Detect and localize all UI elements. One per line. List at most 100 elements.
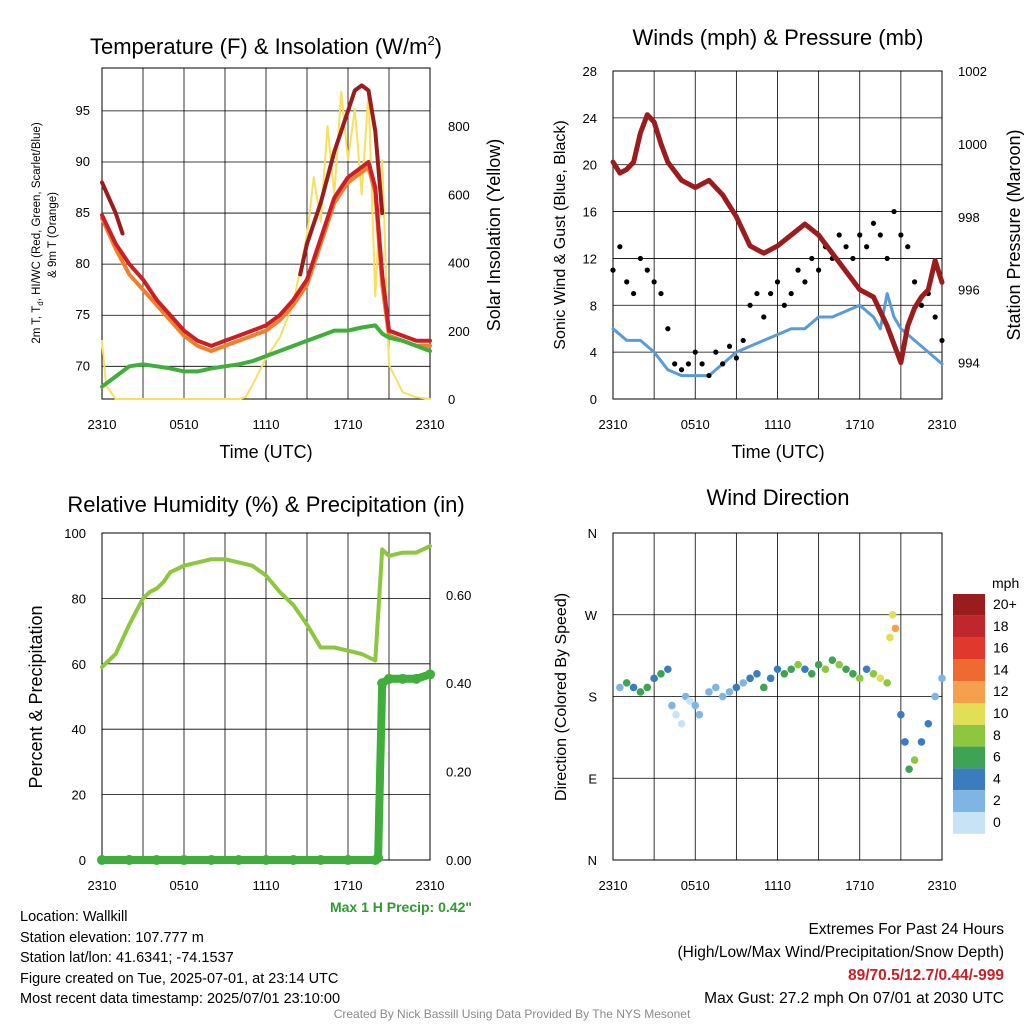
temperature-ytick-left: 95 xyxy=(76,103,90,118)
wind-direction-point xyxy=(629,683,638,692)
legend-swatch xyxy=(953,746,985,769)
gust-point xyxy=(939,337,945,344)
gust-point xyxy=(754,290,760,297)
humidity-ytick-right: 0.60 xyxy=(446,588,471,603)
winds-ytick-right: 1002 xyxy=(958,64,987,79)
temp-2m-line xyxy=(100,160,432,348)
solar-insolation-line xyxy=(101,90,431,400)
temp-ylabel-left-line2: & 9m T (Orange) xyxy=(47,192,59,278)
relative-humidity-line xyxy=(100,544,432,670)
gust-point xyxy=(740,337,746,344)
direction-xtick-label: 2310 xyxy=(928,878,957,893)
gust-point xyxy=(774,279,781,285)
gust-point xyxy=(672,361,678,367)
gust-point xyxy=(678,367,685,373)
gust-point xyxy=(891,208,897,215)
winds-xtick-label: 1110 xyxy=(764,417,791,432)
humidity-xtick-label: 0510 xyxy=(170,878,199,893)
wind-direction-point xyxy=(901,738,909,746)
precipitation-point xyxy=(151,855,162,865)
direction-ytick: W xyxy=(585,608,598,623)
station-latlon: Station lat/lon: 41.6341; -74.1537 xyxy=(20,950,234,966)
humidity-xtick-label: 2310 xyxy=(416,878,445,893)
wind-direction-point xyxy=(849,669,857,678)
temperature-xtick-label: 1110 xyxy=(253,417,280,432)
direction-xtick-label: 0510 xyxy=(681,878,710,893)
dewpoint-line xyxy=(100,323,432,389)
temperature-ytick-left: 75 xyxy=(76,307,90,322)
precipitation-point xyxy=(425,669,435,680)
humidity-ylabel-left: Percent & Precipitation xyxy=(26,605,46,788)
winds-xtick-label: 2310 xyxy=(928,417,957,432)
legend-label: 2 xyxy=(993,792,1001,808)
humidity-ytick-right: 0.20 xyxy=(446,765,471,780)
legend-swatch xyxy=(953,768,985,791)
gust-point xyxy=(685,361,691,367)
gust-point xyxy=(665,326,671,332)
legend-label: 20+ xyxy=(993,596,1017,612)
winds-ytick-left: 24 xyxy=(583,111,597,126)
precipitation-point xyxy=(315,855,326,865)
winds-ytick-left: 28 xyxy=(583,64,597,79)
extremes-values: 89/70.5/12.7/0.44/-999 xyxy=(848,967,1004,984)
temperature-ytick-left: 90 xyxy=(76,154,90,169)
wind-direction-point xyxy=(883,679,891,687)
gust-point xyxy=(898,232,904,238)
precipitation-point xyxy=(261,855,271,865)
temperature-ytick-right: 200 xyxy=(448,324,470,339)
humidity-ytick-left: 80 xyxy=(72,591,86,606)
wind-direction-point xyxy=(801,665,809,674)
gust-point xyxy=(781,302,787,308)
wind-direction-point xyxy=(746,674,754,683)
precipitation-point xyxy=(288,855,299,865)
temperature-ytick-right: 0 xyxy=(448,392,455,407)
temperature-ytick-left: 70 xyxy=(76,358,90,373)
temperature-xtick-label: 2310 xyxy=(416,417,445,432)
legend-title: mph xyxy=(992,575,1019,591)
wind-direction-point xyxy=(685,697,694,705)
legend-label: 0 xyxy=(993,814,1001,830)
max-gust: Max Gust: 27.2 mph On 07/01 at 2030 UTC xyxy=(704,990,1004,1007)
temp-ylabel-left: 2m T, Td, HI/WC (Red, Green, Scarlet/Blu… xyxy=(31,122,45,343)
precipitation-point xyxy=(124,855,135,865)
wind-direction-point xyxy=(869,669,878,678)
wind-direction-point xyxy=(807,669,816,678)
legend-label: 10 xyxy=(993,705,1009,721)
temperature-ytick-right: 800 xyxy=(448,119,470,134)
wind-direction-point xyxy=(643,683,652,692)
wind-direction-point xyxy=(876,674,885,683)
wind-direction-point xyxy=(668,701,676,710)
gust-point xyxy=(692,349,698,355)
gust-point xyxy=(850,255,856,262)
extremes-subtitle: (High/Low/Max Wind/Precipitation/Snow De… xyxy=(677,944,1005,961)
legend-swatch xyxy=(953,724,985,747)
gust-point xyxy=(884,255,890,262)
temp-chart-title: Temperature (F) & Insolation (W/m2) xyxy=(90,33,442,59)
legend-swatch xyxy=(953,812,985,834)
precipitation-point xyxy=(97,855,107,865)
temperature-ytick-right: 600 xyxy=(448,187,470,202)
legend-label: 12 xyxy=(993,683,1009,699)
winds-xtick-label: 0510 xyxy=(681,417,710,432)
wind-direction-point xyxy=(753,669,761,678)
humidity-xtick-label: 2310 xyxy=(88,878,117,893)
wind-direction-point xyxy=(622,679,631,687)
hiwc-line-early xyxy=(100,180,125,236)
wind-direction-point xyxy=(773,665,782,674)
gust-point xyxy=(795,267,801,273)
wind-direction-point xyxy=(897,710,905,719)
wind-direction-point xyxy=(766,674,775,683)
extremes-title: Extremes For Past 24 Hours xyxy=(808,921,1004,938)
max-precip-label: Max 1 H Precip: 0.42" xyxy=(330,899,472,915)
wind-direction-point xyxy=(718,692,727,701)
wind-direction-point xyxy=(739,679,748,687)
wind-direction-point xyxy=(842,665,850,674)
winds-ylabel-right: Station Pressure (Maroon) xyxy=(1004,129,1024,340)
winds-ytick-left: 12 xyxy=(583,251,597,266)
winds-chart-title: Winds (mph) & Pressure (mb) xyxy=(633,25,924,50)
wind-direction-point xyxy=(664,665,672,674)
gust-point xyxy=(802,279,808,285)
gust-point xyxy=(617,244,623,250)
wind-direction-point xyxy=(695,710,704,719)
